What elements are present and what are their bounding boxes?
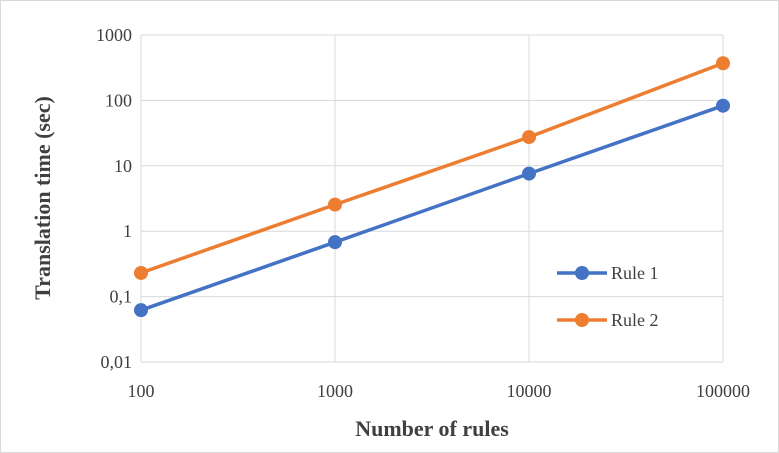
- x-tick-label: 10000: [507, 381, 552, 401]
- data-point: [328, 235, 342, 250]
- data-point: [716, 56, 730, 71]
- legend: Rule 1 Rule 2: [557, 263, 659, 330]
- x-tick-label: 100000: [696, 381, 750, 401]
- y-tick-label: 10: [114, 156, 132, 176]
- x-axis-title: Number of rules: [355, 416, 509, 441]
- x-tick-label: 1000: [317, 381, 353, 401]
- legend-label: Rule 2: [611, 310, 659, 330]
- data-point: [328, 197, 342, 212]
- data-point: [134, 265, 148, 280]
- legend-marker: [575, 313, 589, 327]
- series-line: [140, 61, 724, 275]
- x-tick-label: 100: [128, 381, 155, 401]
- series-layer: [134, 56, 730, 318]
- legend-label: Rule 1: [611, 263, 659, 283]
- y-tick-label: 0,01: [101, 352, 133, 372]
- data-point: [522, 130, 536, 145]
- legend-item-2: Rule 2: [557, 310, 659, 330]
- data-point: [134, 303, 148, 318]
- data-point: [522, 166, 536, 181]
- y-tick-label: 0,1: [110, 287, 133, 307]
- legend-marker: [575, 266, 589, 280]
- series-1: [134, 98, 730, 318]
- y-tick-label: 1000: [96, 25, 132, 45]
- series-2: [134, 56, 730, 280]
- legend-item-1: Rule 1: [557, 263, 659, 283]
- series-line: [140, 104, 724, 312]
- y-axis-title: Translation time (sec): [30, 96, 55, 300]
- tick-labels: 0,01 0,1 1 10 100 1000 100 1000 10000 100000: [96, 25, 750, 401]
- y-tick-label: 1: [123, 221, 132, 241]
- y-tick-label: 100: [105, 90, 132, 110]
- data-point: [716, 98, 730, 113]
